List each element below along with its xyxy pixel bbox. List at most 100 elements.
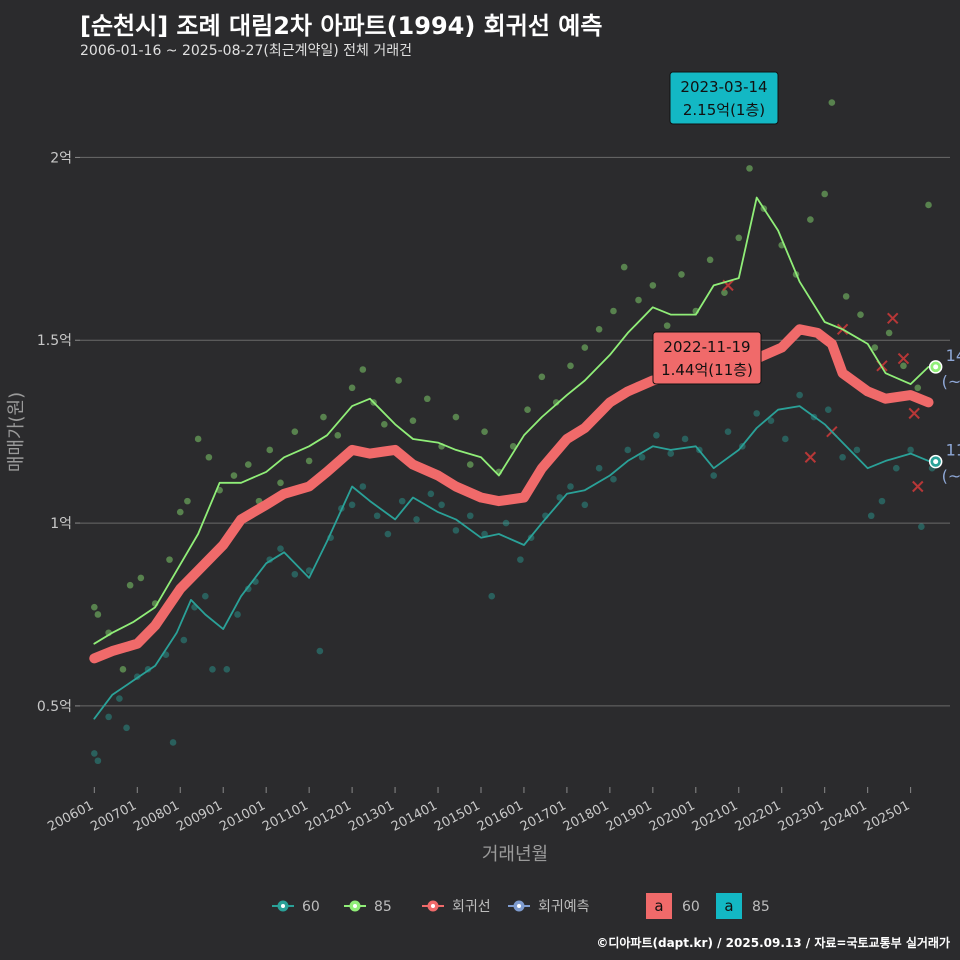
scatter-point-s85-22 (348, 384, 356, 392)
x-tick-label-9: 201501 (432, 798, 483, 835)
forecast-area-label-85: (~85㎡) (942, 372, 960, 391)
scatter-point-s60-27 (384, 530, 392, 538)
x-tick-label-11: 201701 (518, 798, 569, 835)
series-lines (89, 196, 934, 720)
scatter-point-s85-57 (828, 99, 836, 106)
legend-box-glyph-box60: a (654, 897, 663, 915)
scatter-point-s85-41 (610, 307, 617, 315)
canceled-mark-7 (908, 407, 920, 420)
canceled-mark-5 (887, 312, 899, 325)
chart-title: [순천시] 조례 대림2차 아파트(1994) 회귀선 예측 (80, 12, 603, 40)
series-line-s60 (93, 405, 930, 720)
annotations: 2023-03-14 2.15억(1층) 2022-11-19 1.44억(11층) (652, 71, 779, 385)
scatter-point-s60-45 (624, 446, 632, 454)
scatter-point-s85-21 (334, 432, 342, 439)
scatter-point-s85-23 (359, 366, 367, 373)
scatter-point-s85-9 (184, 497, 191, 505)
scatter-point-s85-59 (857, 311, 864, 318)
scatter-point-s85-28 (423, 395, 431, 403)
x-tick-label-16: 202201 (733, 798, 784, 835)
legend-box-label-box85: 85 (752, 899, 770, 915)
annotation-box-1 (652, 331, 762, 385)
chart-subtitle: 2006-01-16 ~ 2025-08-27(최근계약일) 전체 거래건 (80, 43, 412, 59)
x-tick-label-3: 200901 (174, 798, 225, 835)
scatter-point-s60-34 (481, 530, 488, 538)
legend-box-box60 (646, 893, 672, 919)
scatter-point-s60-41 (567, 483, 574, 490)
canceled-mark-1 (804, 451, 817, 463)
scatter-point-s85-18 (291, 428, 299, 435)
legend-box-box85 (716, 893, 742, 919)
x-tick-label-13: 201901 (604, 798, 655, 835)
legend-marker-core-reg (431, 904, 435, 908)
legend-marker-core-s60 (281, 904, 285, 908)
forecast-point-core-85 (933, 364, 939, 370)
x-tick-label-1: 200701 (88, 798, 139, 835)
scatter-point-s60-43 (595, 464, 603, 472)
scatter-point-s60-61 (853, 446, 861, 454)
scatter-point-s60-52 (724, 428, 732, 435)
scatter-point-s85-48 (706, 256, 714, 264)
scatter-point-s60-4 (123, 724, 130, 732)
forecast-value-label-85: 14,271 (946, 346, 960, 365)
scatter-point-s60-18 (277, 545, 284, 552)
scatter-point-s85-40 (595, 325, 603, 333)
forecast-point-core-60 (933, 459, 939, 465)
scatter-point-s60-42 (581, 501, 589, 509)
scatter-point-s85-20 (320, 413, 327, 421)
scatter-point-s85-32 (481, 428, 488, 435)
y-axis-label: 매매가(원) (6, 392, 27, 472)
x-tick-label-2: 200801 (131, 798, 182, 835)
scatter-point-s85-14 (244, 461, 252, 468)
legend-label-reg: 회귀선 (452, 899, 491, 915)
scatter-point-s60-11 (202, 592, 209, 600)
legend: 60 85 회귀선 회귀예측 a 60 a 85 (272, 893, 770, 919)
scatter-point-s85-58 (842, 293, 850, 300)
forecast-marks: 14,271 (~85㎡) 11,680 (~60㎡) (928, 346, 960, 486)
scatter-point-s85-3 (119, 666, 127, 673)
legend-label-s60: 60 (302, 899, 320, 915)
scatter-point-s60-14 (234, 611, 241, 618)
scatter-point-s85-25 (381, 421, 388, 428)
scatter-point-s60-66 (918, 523, 925, 531)
x-tick-label-7: 201301 (346, 798, 397, 835)
scatter-point-s85-5 (137, 574, 145, 582)
legend-box-label-box60: 60 (682, 899, 700, 915)
scatter-point-s60-49 (681, 435, 689, 443)
scatter-point-s60-36 (502, 519, 510, 527)
x-tick-label-8: 201401 (389, 798, 440, 835)
scatter-point-s85-62 (900, 362, 907, 370)
scatter-point-s60-37 (517, 556, 524, 563)
scatter-point-s85-38 (567, 362, 574, 370)
scatter-point-s60-8 (169, 739, 177, 746)
scatter-point-s60-57 (796, 391, 803, 399)
scatter-point-s85-35 (524, 406, 531, 414)
annotation-box-0 (669, 71, 779, 125)
scatter-point-s85-43 (635, 296, 642, 304)
scatter-point-s85-34 (509, 442, 517, 450)
scatter-point-s60-29 (413, 516, 420, 523)
x-tick-label-5: 201101 (260, 798, 311, 835)
annotation-date-0: 2023-03-14 (680, 78, 767, 96)
scatter-point-s85-4 (126, 581, 134, 589)
x-tick-label-14: 202001 (647, 798, 698, 835)
scatter-point-s60-25 (359, 483, 367, 490)
scatter-point-s60-55 (767, 417, 775, 424)
scatter-point-s60-48 (667, 450, 675, 457)
scatter-point-s85-10 (194, 435, 202, 443)
x-tick-label-17: 202301 (776, 798, 827, 835)
scatter-point-s60-47 (653, 432, 660, 439)
scatter-point-s60-9 (180, 636, 188, 644)
legend-marker-core-forecast (517, 904, 521, 908)
annotation-text-1: 1.44억(11층) (661, 361, 753, 379)
scatter-point-s85-39 (581, 344, 589, 351)
scatter-point-s60-30 (427, 490, 435, 498)
scatter-point-s60-26 (373, 512, 381, 520)
scatter-point-s60-19 (291, 570, 299, 578)
annotation-text-0: 2.15억(1층) (683, 101, 765, 119)
y-tick-label-2: 1.5억 (37, 333, 72, 349)
scatter-point-s60-63 (878, 497, 886, 505)
scatter-point-s85-16 (266, 446, 274, 454)
x-tick-label-12: 201801 (561, 798, 612, 835)
scatter-point-s85-19 (305, 457, 313, 465)
